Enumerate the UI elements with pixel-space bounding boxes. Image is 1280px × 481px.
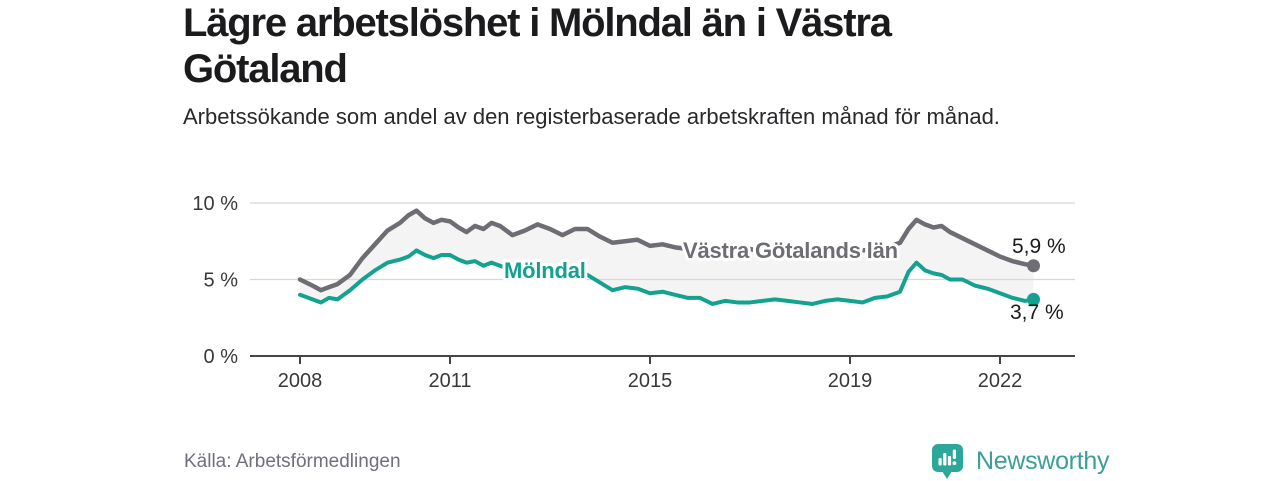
y-axis-tick-label: 5 % — [204, 270, 239, 292]
newsworthy-logo: Newsworthy — [929, 441, 1109, 481]
molndal-end-dot — [1027, 292, 1040, 306]
x-axis-tick-label: 2008 — [278, 370, 323, 392]
vastra-gotalands-lan-end-value-label: 5,9 % — [1012, 235, 1066, 258]
source-note: Källa: Arbetsförmedlingen — [184, 451, 401, 472]
y-axis-tick-label: 0 % — [204, 346, 239, 368]
x-axis-tick-label: 2011 — [428, 370, 471, 392]
y-axis-tick-label: 10 % — [192, 193, 238, 215]
series-fill-area — [300, 210, 1034, 304]
molndal-series-label: Mölndal — [504, 258, 586, 283]
molndal-line — [298, 248, 1036, 306]
newsworthy-logo-icon — [932, 444, 963, 479]
vastra-gotalands-lan-series-label: Västra Götalands län — [683, 238, 898, 263]
x-axis-tick-label: 2022 — [978, 370, 1023, 392]
vastra-gotalands-lan-end-dot — [1027, 259, 1040, 273]
chart-subtitle: Arbetssökande som andel av den registerb… — [183, 104, 1000, 129]
x-axis-tick-label: 2019 — [828, 370, 873, 392]
vastra-gotalands-lan-line — [297, 208, 1036, 293]
x-axis-tick-label: 2015 — [628, 370, 673, 392]
newsworthy-logo-text: Newsworthy — [976, 446, 1110, 475]
molndal-end-value-label: 3,7 % — [1010, 301, 1064, 324]
chart-title: Lägre arbetslöshet i Mölndal än i Västra… — [183, 1, 892, 91]
